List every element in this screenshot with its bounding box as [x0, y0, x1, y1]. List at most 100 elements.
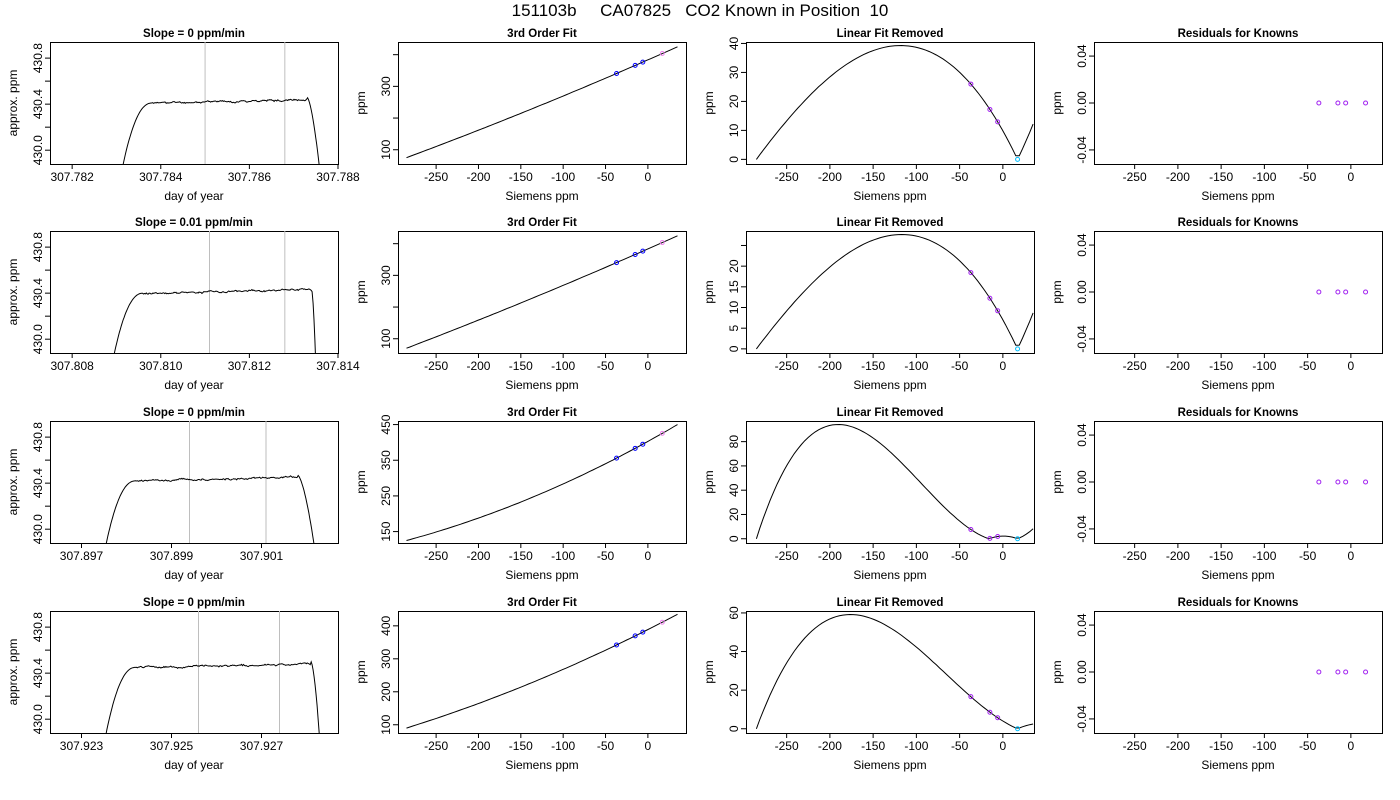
- x-tick-label: -100: [551, 359, 575, 373]
- x-tick-label: -50: [951, 739, 969, 753]
- y-axis-label: ppm: [1050, 660, 1064, 683]
- known-point: [968, 270, 974, 276]
- y-tick-label: 200: [379, 681, 393, 701]
- plot-frame: [50, 42, 339, 165]
- known-point: [968, 81, 974, 87]
- plot-frame: [50, 611, 339, 734]
- y-axis-label: approx. ppm: [6, 449, 20, 516]
- x-tick-label: -200: [1166, 739, 1190, 753]
- x-tick-label: 307.897: [60, 549, 104, 563]
- y-axis-label: ppm: [354, 280, 368, 303]
- y-tick-label: 430.8: [31, 43, 45, 73]
- known-point: [659, 51, 665, 57]
- fit-curve: [406, 424, 678, 541]
- known-point: [1015, 156, 1021, 162]
- x-tick-label: -100: [904, 549, 928, 563]
- x-tick-label: 0: [1000, 739, 1007, 753]
- y-axis-label: ppm: [354, 660, 368, 683]
- y-axis-label: ppm: [702, 660, 716, 683]
- known-point: [659, 240, 665, 246]
- y-axis-label: ppm: [354, 91, 368, 114]
- x-tick-label: -250: [1123, 549, 1147, 563]
- y-tick-label: 400: [379, 616, 393, 636]
- x-tick-label: -250: [1123, 359, 1147, 373]
- known-point: [987, 295, 993, 301]
- residual-point: [1335, 669, 1341, 675]
- y-tick-label: 20: [727, 683, 741, 697]
- x-tick-label: -100: [551, 739, 575, 753]
- x-tick-label: -250: [424, 170, 448, 184]
- panel-title: Residuals for Knowns: [1178, 217, 1299, 229]
- plot-frame: [746, 421, 1035, 544]
- x-tick-label: -200: [818, 739, 842, 753]
- x-tick-label: -200: [466, 739, 490, 753]
- y-tick-label: 300: [379, 265, 393, 285]
- x-tick-label: -50: [1299, 739, 1317, 753]
- x-tick-label: -200: [818, 549, 842, 563]
- y-tick-label: 20: [727, 507, 741, 521]
- x-tick-label: 307.923: [60, 739, 104, 753]
- y-tick-label: 150: [379, 521, 393, 541]
- x-tick-label: -50: [951, 359, 969, 373]
- residual-point: [1316, 479, 1322, 485]
- known-point: [968, 527, 974, 533]
- x-tick-label: 0: [1348, 359, 1355, 373]
- panel-3-3: Linear Fit Removed -250 -200 -150 -100 -50 0 0 2…: [702, 407, 1035, 582]
- residual-point: [1363, 479, 1369, 485]
- x-tick-label: 307.788: [316, 170, 360, 184]
- residual-curve: [755, 423, 1034, 540]
- known-point: [632, 633, 638, 639]
- y-tick-label: 30: [727, 65, 741, 79]
- known-point: [659, 619, 665, 625]
- y-tick-label: 430.8: [31, 422, 45, 452]
- known-point: [614, 70, 620, 76]
- x-tick-label: -200: [1166, 359, 1190, 373]
- x-tick-label: -100: [904, 170, 928, 184]
- y-tick-label: 60: [727, 606, 741, 620]
- x-tick-label: -100: [904, 359, 928, 373]
- x-tick-label: -200: [1166, 170, 1190, 184]
- y-tick-label: 20: [727, 259, 741, 273]
- y-tick-label: 450: [379, 414, 393, 434]
- y-tick-label: 100: [379, 714, 393, 734]
- x-tick-label: -150: [861, 549, 885, 563]
- x-axis-label: Siemens ppm: [1201, 378, 1274, 392]
- x-tick-label: -150: [861, 359, 885, 373]
- known-point: [640, 441, 646, 447]
- x-tick-label: 0: [645, 739, 652, 753]
- x-tick-label: 307.786: [228, 170, 272, 184]
- x-tick-label: -250: [775, 359, 799, 373]
- residual-point: [1316, 669, 1322, 675]
- x-tick-label: 0: [645, 170, 652, 184]
- x-axis-label: Siemens ppm: [505, 758, 578, 772]
- fit-curve: [406, 613, 678, 729]
- y-tick-label: 0.04: [1075, 44, 1089, 68]
- known-point: [614, 455, 620, 461]
- x-tick-label: 307.927: [240, 739, 284, 753]
- x-tick-label: -50: [951, 549, 969, 563]
- x-axis-label: Siemens ppm: [505, 189, 578, 203]
- x-tick-label: -200: [818, 170, 842, 184]
- known-point: [968, 694, 974, 700]
- panel-title: Residuals for Knowns: [1178, 28, 1299, 40]
- x-tick-label: -50: [1299, 170, 1317, 184]
- panel-title: Linear Fit Removed: [837, 28, 944, 40]
- plot-frame: [50, 421, 339, 544]
- known-point: [987, 535, 993, 541]
- residual-point: [1363, 289, 1369, 295]
- panel-title: Slope = 0.01 ppm/min: [135, 217, 253, 229]
- y-tick-label: -0.04: [1075, 325, 1089, 353]
- x-tick-label: 0: [1348, 739, 1355, 753]
- panel-4-4: Residuals for Knowns -250 -200 -150 -100 -50 0…: [1050, 597, 1383, 772]
- x-tick-label: -150: [1209, 549, 1233, 563]
- panel-1-4: Residuals for Knowns -250 -200 -150 -100 -50 0…: [1050, 28, 1383, 203]
- fit-curve: [406, 235, 678, 349]
- y-tick-label: 40: [727, 645, 741, 659]
- residual-point: [1316, 289, 1322, 295]
- residual-point: [1343, 289, 1349, 295]
- y-tick-label: 430.4: [31, 278, 45, 308]
- panel-title: Slope = 0 ppm/min: [143, 28, 245, 40]
- y-tick-label: 0.00: [1075, 280, 1089, 304]
- y-tick-label: 100: [379, 328, 393, 348]
- known-point: [987, 106, 993, 112]
